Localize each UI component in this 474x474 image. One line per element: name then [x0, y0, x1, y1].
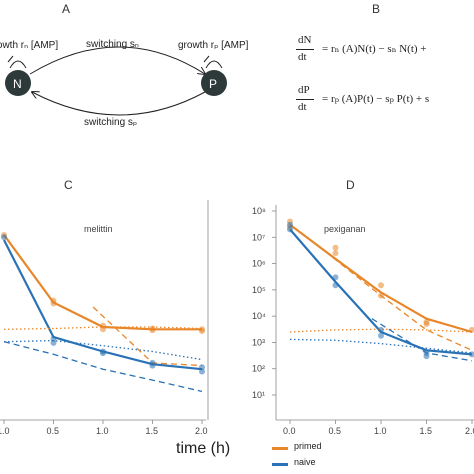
x-tick-label: 1.0 [0, 426, 10, 436]
eq-dn-rhs: = rₙ (A)N(t) − sₙ N(t) + [322, 43, 427, 55]
panel-letter-c: C [64, 178, 73, 192]
x-tick-label: 1.5 [420, 426, 433, 436]
switching-p-label: switching sₚ [84, 117, 138, 128]
data-point-primed [423, 321, 430, 328]
data-point-naive [1, 234, 7, 241]
legend-naive-swatch [272, 463, 288, 466]
data-point-naive [287, 226, 293, 233]
arrow-p-to-n [32, 92, 206, 116]
node-n-label: N [13, 77, 22, 91]
series-naive-dotted [289, 338, 473, 354]
chart-d-title: pexiganan [324, 224, 366, 234]
series-primed-dashed [316, 244, 473, 351]
x-tick-label: 1.5 [146, 426, 159, 436]
data-point-naive [423, 353, 430, 360]
growth-p-label: growth rₚ [AMP] [178, 40, 249, 51]
y-tick-label: 10¹ [252, 390, 265, 400]
series-naive-dashed [3, 341, 203, 393]
switching-n-label: switching sₙ [86, 39, 139, 50]
x-tick-label: 0.0 [283, 426, 296, 436]
data-point-primed [199, 328, 205, 335]
data-point-naive [50, 335, 57, 342]
x-tick-label: 2.0 [195, 426, 208, 436]
data-point-naive [149, 362, 156, 369]
data-point-naive [50, 339, 57, 346]
eq-dp-numerator: dP [298, 84, 310, 96]
chart-d: pexiganan 0.0 0.5 1.0 1.5 2.0 10⁸ 10⁷ 10⁶ 10⁵ 10⁴… [252, 205, 474, 436]
x-axis-label: time (h) [176, 440, 231, 457]
panel-letter-d: D [346, 178, 355, 192]
node-p-circle [201, 70, 227, 96]
series-naive-dotted [3, 339, 203, 361]
data-point-primed [332, 244, 339, 251]
series-naive-dashed [371, 318, 473, 362]
panel-letter-b: B [372, 2, 381, 16]
data-point-primed [100, 326, 106, 333]
data-point-naive [100, 350, 106, 357]
data-point-naive [199, 368, 205, 375]
eq-dp-rhs: = rₚ (A)P(t) − sₚ P(t) + s [322, 93, 430, 105]
data-point-naive [332, 274, 339, 281]
data-point-primed [149, 327, 156, 334]
eq-dp-denominator: dt [298, 101, 307, 113]
eq-dn-numerator: dN [298, 34, 312, 46]
y-tick-label: 10⁵ [252, 285, 266, 295]
x-tick-label: 0.5 [47, 426, 60, 436]
chart-c: melittin 1.0 0.5 1.0 1.5 2.0 [0, 200, 209, 436]
growth-n-label: growth rₙ [AMP] [0, 40, 59, 51]
data-point-naive [378, 332, 384, 339]
self-loop-p [205, 60, 223, 69]
x-tick-label: 1.0 [374, 426, 387, 436]
node-n-circle [5, 70, 31, 96]
chart-c-title: melittin [84, 224, 113, 234]
legend-primed-swatch [272, 447, 288, 450]
eq-dp-fraction-bar [296, 99, 314, 100]
y-tick-label: 10³ [252, 337, 265, 347]
series-primed-solid [3, 234, 202, 331]
data-point-naive [469, 351, 474, 358]
data-point-naive [287, 221, 293, 228]
y-tick-label: 10⁴ [252, 311, 266, 321]
data-point-primed [50, 300, 57, 307]
x-tick-label: 0.5 [329, 426, 342, 436]
x-tick-label: 2.0 [465, 426, 474, 436]
series-primed-solid [289, 223, 473, 334]
y-tick-label: 10⁸ [252, 206, 266, 216]
data-point-primed [469, 326, 474, 333]
x-tick-label: 1.0 [96, 426, 109, 436]
data-point-naive [199, 364, 205, 371]
node-p-label: P [209, 77, 218, 91]
y-tick-label: 10⁶ [252, 259, 266, 269]
data-point-naive [378, 326, 384, 333]
eq-dn-fraction-bar [296, 49, 314, 50]
legend-naive-label: naive [294, 457, 316, 467]
data-point-primed [378, 282, 384, 289]
panel-letter-a: A [62, 2, 71, 16]
series-primed-dashed [92, 306, 203, 367]
data-point-primed [378, 292, 384, 299]
arrow-n-to-p [29, 46, 205, 74]
series-primed-dotted [3, 326, 203, 330]
data-point-naive [332, 282, 339, 289]
eq-dn-denominator: dt [298, 51, 307, 63]
self-loop-n [9, 60, 27, 69]
y-tick-label: 10² [252, 364, 265, 374]
legend-primed-label: primed [294, 441, 322, 451]
data-point-primed [332, 250, 339, 257]
y-tick-label: 10⁷ [252, 232, 265, 242]
